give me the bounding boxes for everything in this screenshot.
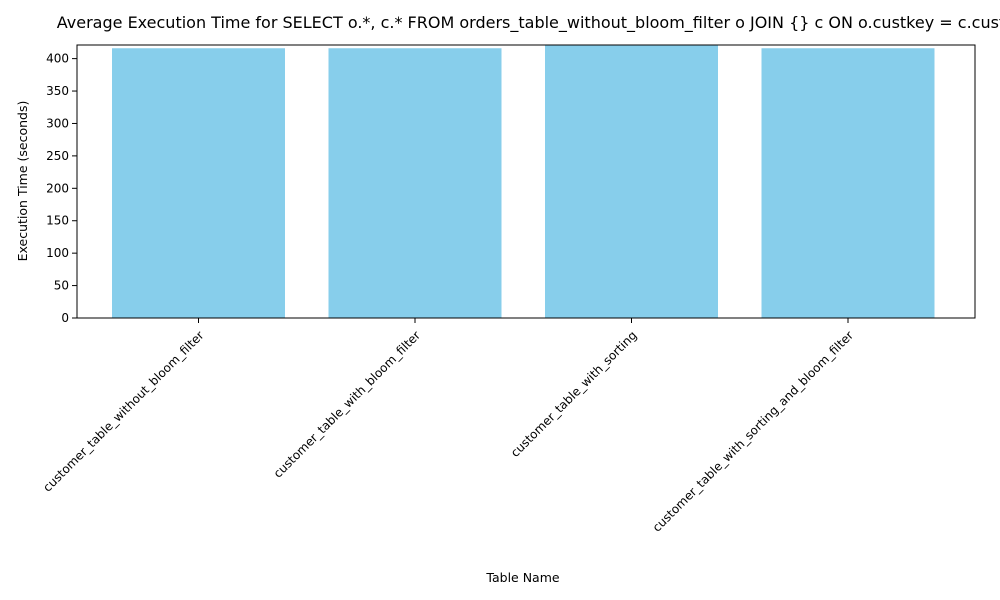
y-tick-label: 400	[46, 52, 69, 66]
y-tick-label: 250	[46, 149, 69, 163]
y-tick-label: 300	[46, 116, 69, 130]
x-tick-label: customer_table_with_sorting_and_bloom_fi…	[650, 328, 856, 534]
x-tick-label: customer_table_with_bloom_filter	[271, 328, 423, 480]
x-tick-label: customer_table_without_bloom_filter	[40, 328, 206, 494]
y-tick-label: 150	[46, 214, 69, 228]
y-tick-label: 350	[46, 84, 69, 98]
y-axis: 0 50 100 150 200 250 300 350 400	[46, 52, 77, 325]
y-tick-label: 100	[46, 246, 69, 260]
x-axis-label: Table Name	[485, 570, 559, 585]
bar-1	[112, 48, 285, 318]
y-tick-label: 200	[46, 181, 69, 195]
chart-title: Average Execution Time for SELECT o.*, c…	[57, 13, 1000, 33]
x-tick-label: customer_table_with_sorting	[508, 328, 640, 460]
bars-group	[112, 45, 935, 318]
x-axis: customer_table_without_bloom_filter custo…	[40, 318, 856, 535]
bar-4	[761, 48, 935, 318]
y-tick-label: 0	[61, 311, 69, 325]
axes-frame	[76, 44, 976, 319]
y-tick-label: 50	[54, 279, 69, 293]
y-axis-label: Execution Time (seconds)	[15, 101, 30, 262]
bar-2	[328, 48, 502, 318]
bar-3	[545, 45, 718, 318]
